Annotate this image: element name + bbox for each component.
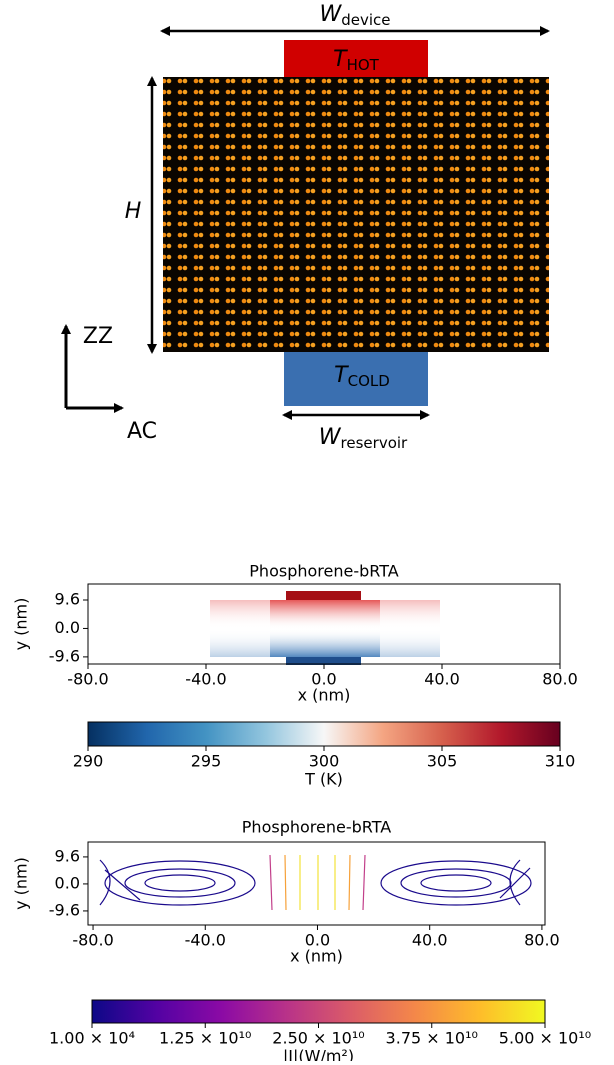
colorbar: [91, 999, 546, 1024]
lattice: [163, 77, 549, 352]
x-tick-label: 80.0: [524, 931, 560, 950]
x-tick-label: 80.0: [542, 670, 578, 689]
streamlines: [99, 854, 532, 911]
colorbar-tick-label: 5.00 × 10¹⁰: [499, 1029, 591, 1048]
x-tick-label: 40.0: [412, 931, 448, 950]
colorbar-tick-label: 310: [545, 752, 576, 771]
colorbar-tick-label: 295: [191, 752, 222, 771]
y-tick-label: 0.0: [55, 618, 80, 637]
cold-reservoir: [284, 352, 428, 406]
x-tick-label: 40.0: [424, 670, 460, 689]
label: H: [125, 199, 142, 224]
colorbar-tick-label: 2.50 × 10¹⁰: [272, 1029, 364, 1048]
colorbar-tick-label: 3.75 × 10¹⁰: [386, 1029, 478, 1048]
hot-reservoir: [284, 40, 428, 77]
x-tick-label: -80.0: [67, 670, 108, 689]
colorbar-tick-label: 290: [73, 752, 104, 771]
colorbar-tick-label: 1.25 × 10¹⁰: [159, 1029, 251, 1048]
y-tick-label: 0.0: [55, 873, 80, 892]
chart-title: Phosphorene-bRTA: [242, 818, 391, 837]
y-tick-label: 9.6: [55, 846, 80, 865]
colorbar: [87, 721, 561, 747]
y-axis-label: y (nm): [12, 857, 31, 910]
colorbar-tick-label: 300: [309, 752, 340, 771]
label: THOT: [333, 47, 380, 74]
y-axis-label: y (nm): [12, 598, 31, 651]
y-tick-label: 9.6: [55, 590, 80, 609]
colorbar-label: T (K): [304, 770, 343, 789]
x-axis-label: x (nm): [298, 686, 351, 705]
x-tick-label: -80.0: [72, 931, 113, 950]
colorbar-tick-label: 305: [427, 752, 458, 771]
label: Wdevice: [319, 2, 390, 29]
label: TCOLD: [334, 363, 390, 390]
plot-frame: [87, 841, 546, 926]
y-tick-label: -9.6: [49, 646, 80, 665]
x-tick-label: -40.0: [185, 931, 226, 950]
chart-title: Phosphorene-bRTA: [249, 562, 398, 581]
temperature-field: [210, 591, 440, 665]
x-tick-label: 0.0: [305, 931, 330, 950]
x-tick-label: -40.0: [185, 670, 226, 689]
x-tick-label: 0.0: [311, 670, 336, 689]
y-tick-label: -9.6: [49, 900, 80, 919]
colorbar-label: |J|(W/m²): [283, 1047, 354, 1062]
schematic: Wdevice THOT TCOLD H ZZ AC Wreservoir: [61, 2, 550, 452]
label: ZZ: [83, 324, 113, 349]
x-axis-label: x (nm): [290, 947, 343, 966]
label: Wreservoir: [319, 425, 408, 452]
label: AC: [127, 419, 157, 444]
colorbar-tick-label: 1.00 × 10⁴: [49, 1029, 135, 1048]
